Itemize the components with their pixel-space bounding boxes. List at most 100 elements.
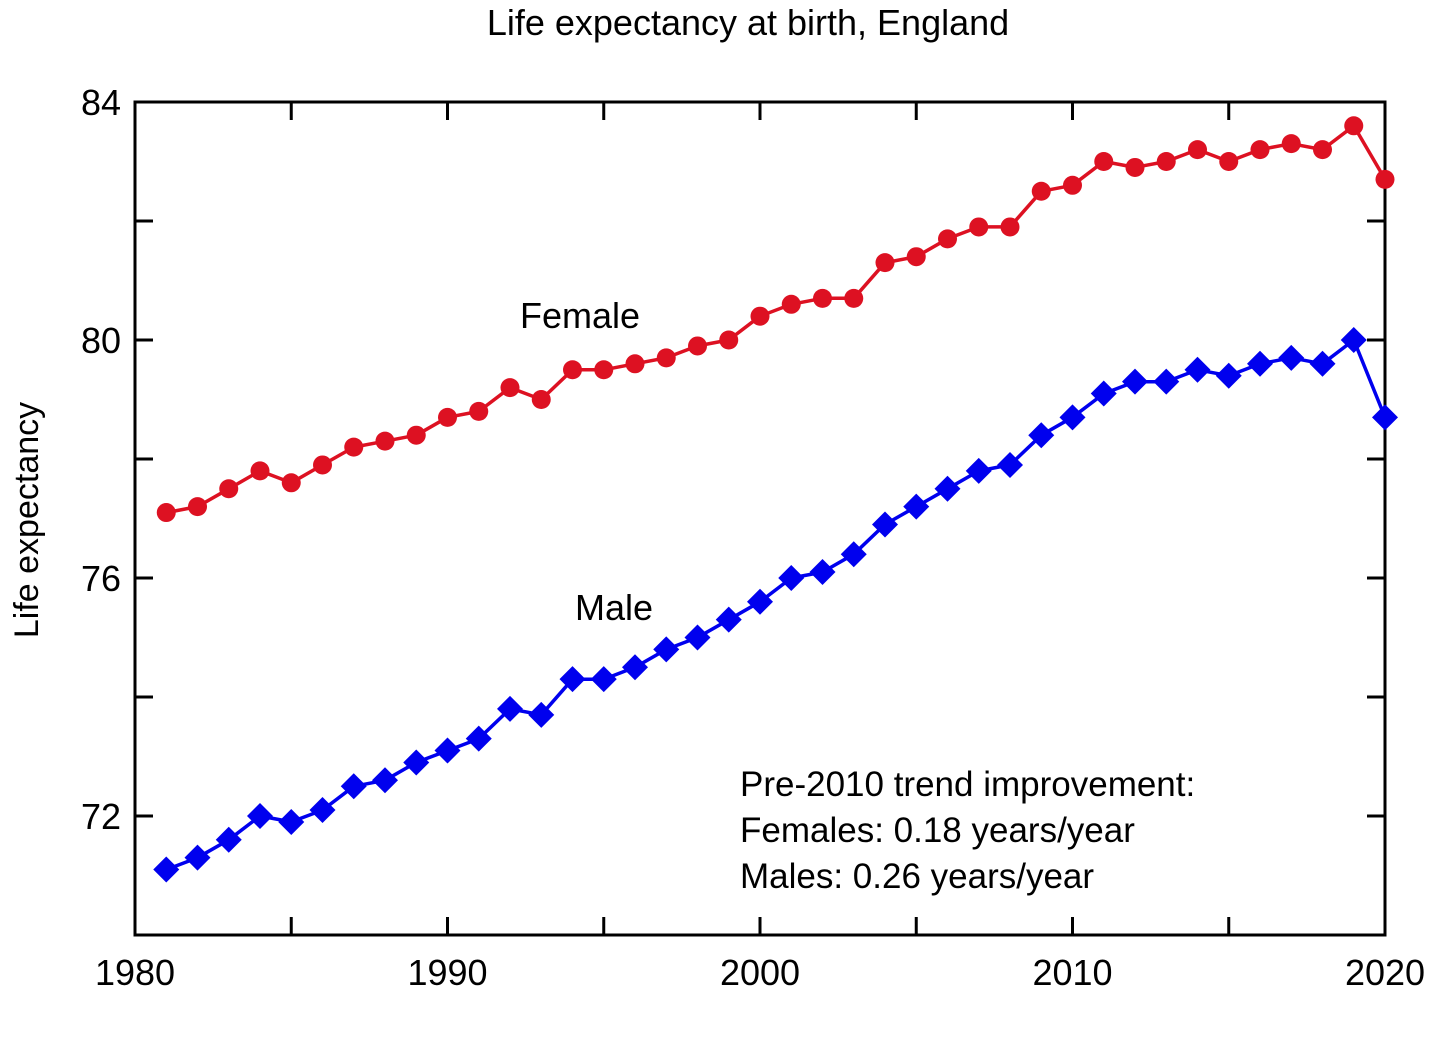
x-tick-label: 2000 <box>720 952 800 993</box>
data-point-male <box>1247 350 1273 377</box>
data-point-male <box>1059 404 1086 431</box>
data-point-male <box>653 636 680 663</box>
data-point-male <box>497 695 523 722</box>
data-point-male <box>1215 362 1242 389</box>
data-point-male <box>903 493 930 520</box>
data-point-male <box>965 457 992 484</box>
data-point-male <box>934 475 961 502</box>
data-point-female <box>1000 217 1020 237</box>
data-point-male <box>1278 344 1305 371</box>
data-point-female <box>781 294 801 314</box>
data-point-female <box>1281 134 1301 154</box>
data-point-male <box>1028 422 1055 449</box>
data-point-female <box>1313 140 1332 160</box>
data-point-female <box>938 229 957 249</box>
data-point-male <box>872 511 898 538</box>
data-point-female <box>188 497 207 517</box>
annotation-line-1: Pre-2010 trend improvement: <box>740 765 1195 804</box>
trend-annotation: Pre-2010 trend improvement: Females: 0.1… <box>740 765 1195 896</box>
data-point-female <box>156 503 176 523</box>
annotation-line-3: Males: 0.26 years/year <box>740 857 1094 896</box>
annotation-line-2: Females: 0.18 years/year <box>740 811 1135 850</box>
data-point-female <box>625 354 645 374</box>
data-point-male <box>1309 350 1336 377</box>
data-point-female <box>500 378 520 398</box>
data-point-male <box>684 624 711 651</box>
data-point-male <box>153 856 180 883</box>
data-point-female <box>844 288 864 308</box>
data-point-female <box>1219 152 1239 171</box>
data-point-female <box>406 425 426 445</box>
data-point-female <box>375 431 395 451</box>
data-point-male <box>465 725 492 752</box>
data-point-female <box>719 330 739 350</box>
data-point-male <box>528 701 555 728</box>
data-point-male <box>715 606 742 633</box>
data-point-male <box>622 654 648 681</box>
data-point-female <box>281 473 301 493</box>
data-point-male <box>590 666 617 693</box>
data-point-female <box>906 247 926 267</box>
data-point-male <box>434 737 461 764</box>
x-tick-label: 2020 <box>1345 952 1425 993</box>
series-line-female <box>165 124 1387 515</box>
series-label-female: Female <box>520 295 640 336</box>
data-point-male <box>184 844 211 871</box>
data-point-male <box>559 666 586 693</box>
chart-title: Life expectancy at birth, England <box>487 2 1009 43</box>
data-point-male <box>997 451 1023 478</box>
data-point-female <box>1094 152 1114 171</box>
data-point-male <box>1184 356 1211 383</box>
data-point-female <box>688 336 707 356</box>
data-point-female <box>750 306 770 326</box>
data-point-female <box>313 455 332 475</box>
data-point-female <box>250 461 270 481</box>
data-point-female <box>438 407 457 427</box>
data-point-female <box>969 217 989 237</box>
data-point-female <box>594 360 614 380</box>
data-point-female <box>531 390 551 409</box>
data-point-male <box>340 773 367 800</box>
data-point-male <box>747 588 773 615</box>
data-point-male <box>809 559 836 586</box>
series-female <box>156 116 1395 523</box>
series-layer <box>153 116 1398 883</box>
data-point-male <box>1122 368 1148 395</box>
data-point-female <box>563 360 582 380</box>
series-label-male: Male <box>575 587 653 628</box>
y-tick-label: 80 <box>81 320 121 361</box>
data-point-female <box>656 348 676 368</box>
series-male <box>153 327 1398 883</box>
data-point-male <box>840 541 867 568</box>
data-point-female <box>813 288 832 308</box>
y-tick-label: 76 <box>81 558 121 599</box>
axis-ticks <box>135 100 1385 935</box>
x-tick-labels: 1980 1990 2000 2010 2020 <box>95 952 1425 993</box>
data-point-male <box>1090 380 1117 407</box>
data-point-male <box>215 826 242 853</box>
data-point-female <box>344 437 364 457</box>
data-point-male <box>278 808 305 835</box>
data-point-female <box>1063 175 1082 195</box>
data-point-female <box>875 253 895 273</box>
series-line-male <box>165 338 1387 872</box>
x-tick-label: 2010 <box>1032 952 1112 993</box>
data-point-female <box>219 479 239 499</box>
x-tick-label: 1980 <box>95 952 175 993</box>
data-point-female <box>1375 169 1395 189</box>
data-point-male <box>372 767 398 794</box>
data-point-female <box>1250 140 1270 160</box>
data-point-female <box>469 401 489 421</box>
data-point-male <box>403 749 430 776</box>
y-axis-label: Life expectancy <box>8 402 46 638</box>
data-point-male <box>778 565 805 591</box>
data-point-male <box>1340 327 1367 353</box>
y-tick-label: 84 <box>81 82 121 123</box>
data-point-female <box>1031 181 1051 201</box>
data-point-male <box>1153 368 1180 395</box>
y-tick-label: 72 <box>81 796 121 837</box>
data-point-male <box>309 797 336 824</box>
data-point-female <box>1188 140 1207 160</box>
data-point-male <box>1372 404 1398 431</box>
